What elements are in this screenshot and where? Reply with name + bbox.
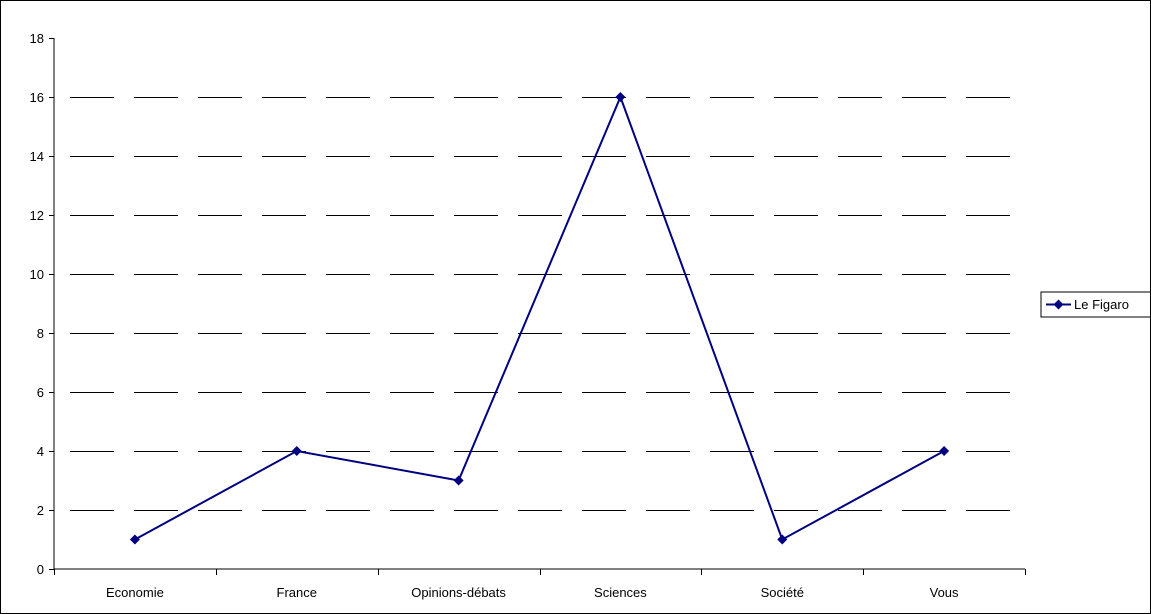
data-point bbox=[453, 475, 464, 486]
data-point bbox=[777, 534, 788, 545]
y-tick-label: 4 bbox=[37, 444, 44, 459]
series-le-figaro bbox=[129, 92, 950, 545]
y-tick-label: 0 bbox=[37, 562, 44, 577]
y-axis-ticks: 0 2 4 6 8 10 12 14 16 18 bbox=[30, 31, 54, 577]
x-axis-ticks: Economie France Opinions-débats Sciences Soc… bbox=[54, 569, 1026, 600]
y-tick-label: 14 bbox=[30, 149, 44, 164]
data-point bbox=[939, 446, 950, 456]
data-point bbox=[129, 534, 140, 545]
x-tick-label: Société bbox=[761, 585, 804, 600]
y-tick-label: 18 bbox=[30, 31, 44, 46]
data-point bbox=[615, 92, 626, 102]
legend: Le Figaro bbox=[1040, 291, 1150, 318]
y-tick-label: 2 bbox=[37, 503, 44, 518]
y-tick-label: 12 bbox=[30, 208, 44, 223]
y-tick-label: 8 bbox=[37, 326, 44, 341]
x-tick-label: Vous bbox=[930, 585, 959, 600]
y-tick-label: 6 bbox=[37, 385, 44, 400]
y-tick-label: 10 bbox=[30, 267, 44, 282]
data-point bbox=[291, 446, 302, 456]
legend-series-marker bbox=[1053, 299, 1064, 310]
legend-label: Le Figaro bbox=[1074, 297, 1129, 312]
x-tick-label: Sciences bbox=[594, 585, 647, 600]
gridlines bbox=[54, 97, 1025, 511]
series-line bbox=[134, 94, 945, 541]
axes bbox=[53, 38, 1025, 570]
x-tick-label: France bbox=[277, 585, 317, 600]
y-tick-label: 16 bbox=[30, 90, 44, 105]
x-tick-label: Economie bbox=[106, 585, 164, 600]
x-tick-label: Opinions-débats bbox=[411, 585, 506, 600]
